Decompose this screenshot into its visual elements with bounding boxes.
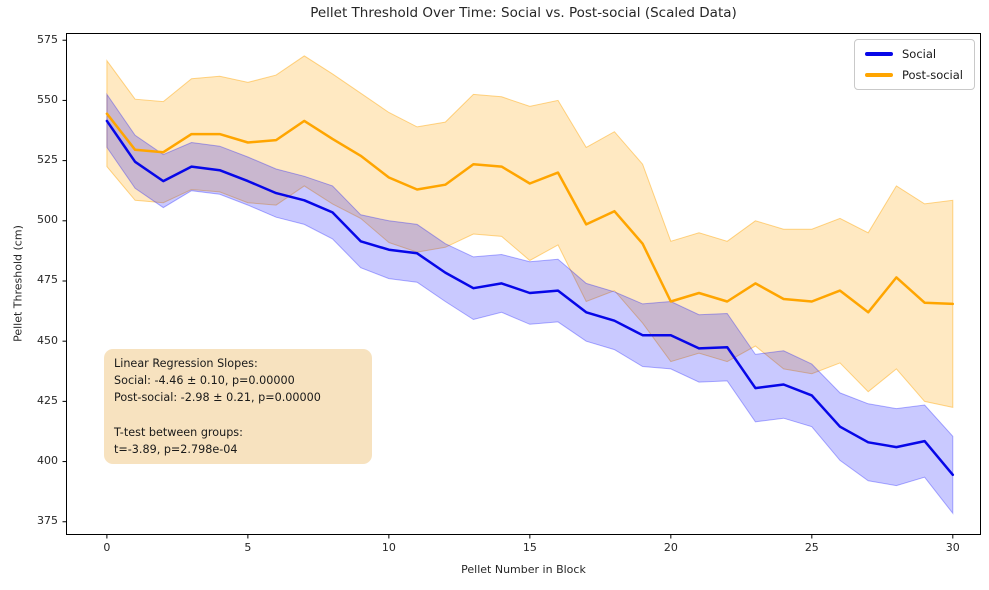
x-tick-label: 5 <box>244 541 252 554</box>
y-tick-label: 575 <box>37 32 58 46</box>
annotation-gap <box>114 407 362 424</box>
y-tick-label: 400 <box>37 454 58 468</box>
postsocial-line-swatch <box>865 73 893 77</box>
y-tick-label: 475 <box>37 273 58 287</box>
legend-label-social: Social <box>902 47 937 61</box>
x-tick-label: 10 <box>381 541 396 554</box>
y-tick-label: 450 <box>37 333 58 347</box>
social-line <box>105 119 955 477</box>
annotation-box: Linear Regression Slopes: Social: -4.46 … <box>104 349 372 465</box>
legend-label-postsocial: Post-social <box>902 68 963 82</box>
x-tick-label: 25 <box>804 541 819 554</box>
chart-title: Pellet Threshold Over Time: Social vs. P… <box>310 5 737 21</box>
annotation-line-5: t=-3.89, p=2.798e-04 <box>114 442 238 456</box>
social-band <box>106 92 954 515</box>
y-tick-label: 550 <box>37 92 58 106</box>
y-tick-label: 525 <box>37 153 58 167</box>
postsocial-line <box>105 112 955 314</box>
plot-border <box>66 33 981 535</box>
annotation-line-3: Post-social: -2.98 ± 0.21, p=0.00000 <box>114 391 321 405</box>
x-tick-label: 20 <box>663 541 678 554</box>
social-line-swatch <box>865 52 893 56</box>
legend: Social Post-social <box>854 39 975 90</box>
legend-item-postsocial: Post-social <box>865 68 963 82</box>
plot-area <box>62 33 981 539</box>
y-tick-label: 500 <box>37 213 58 227</box>
x-tick-label: 0 <box>103 541 111 554</box>
x-tick-label: 30 <box>945 541 960 554</box>
y-axis-label: Pellet Threshold (cm) <box>11 225 25 342</box>
x-axis-label: Pellet Number in Block <box>461 563 586 576</box>
annotation-line-1: Linear Regression Slopes: <box>114 357 258 370</box>
y-tick-label: 375 <box>37 514 58 528</box>
annotation-line-2: Social: -4.46 ± 0.10, p=0.00000 <box>114 374 295 388</box>
legend-item-social: Social <box>865 47 963 61</box>
annotation-line-4: T-test between groups: <box>114 425 243 439</box>
y-tick-label: 425 <box>37 393 58 407</box>
x-tick-label: 15 <box>522 541 537 554</box>
postsocial-band <box>106 55 954 409</box>
plot-svg <box>62 33 981 539</box>
